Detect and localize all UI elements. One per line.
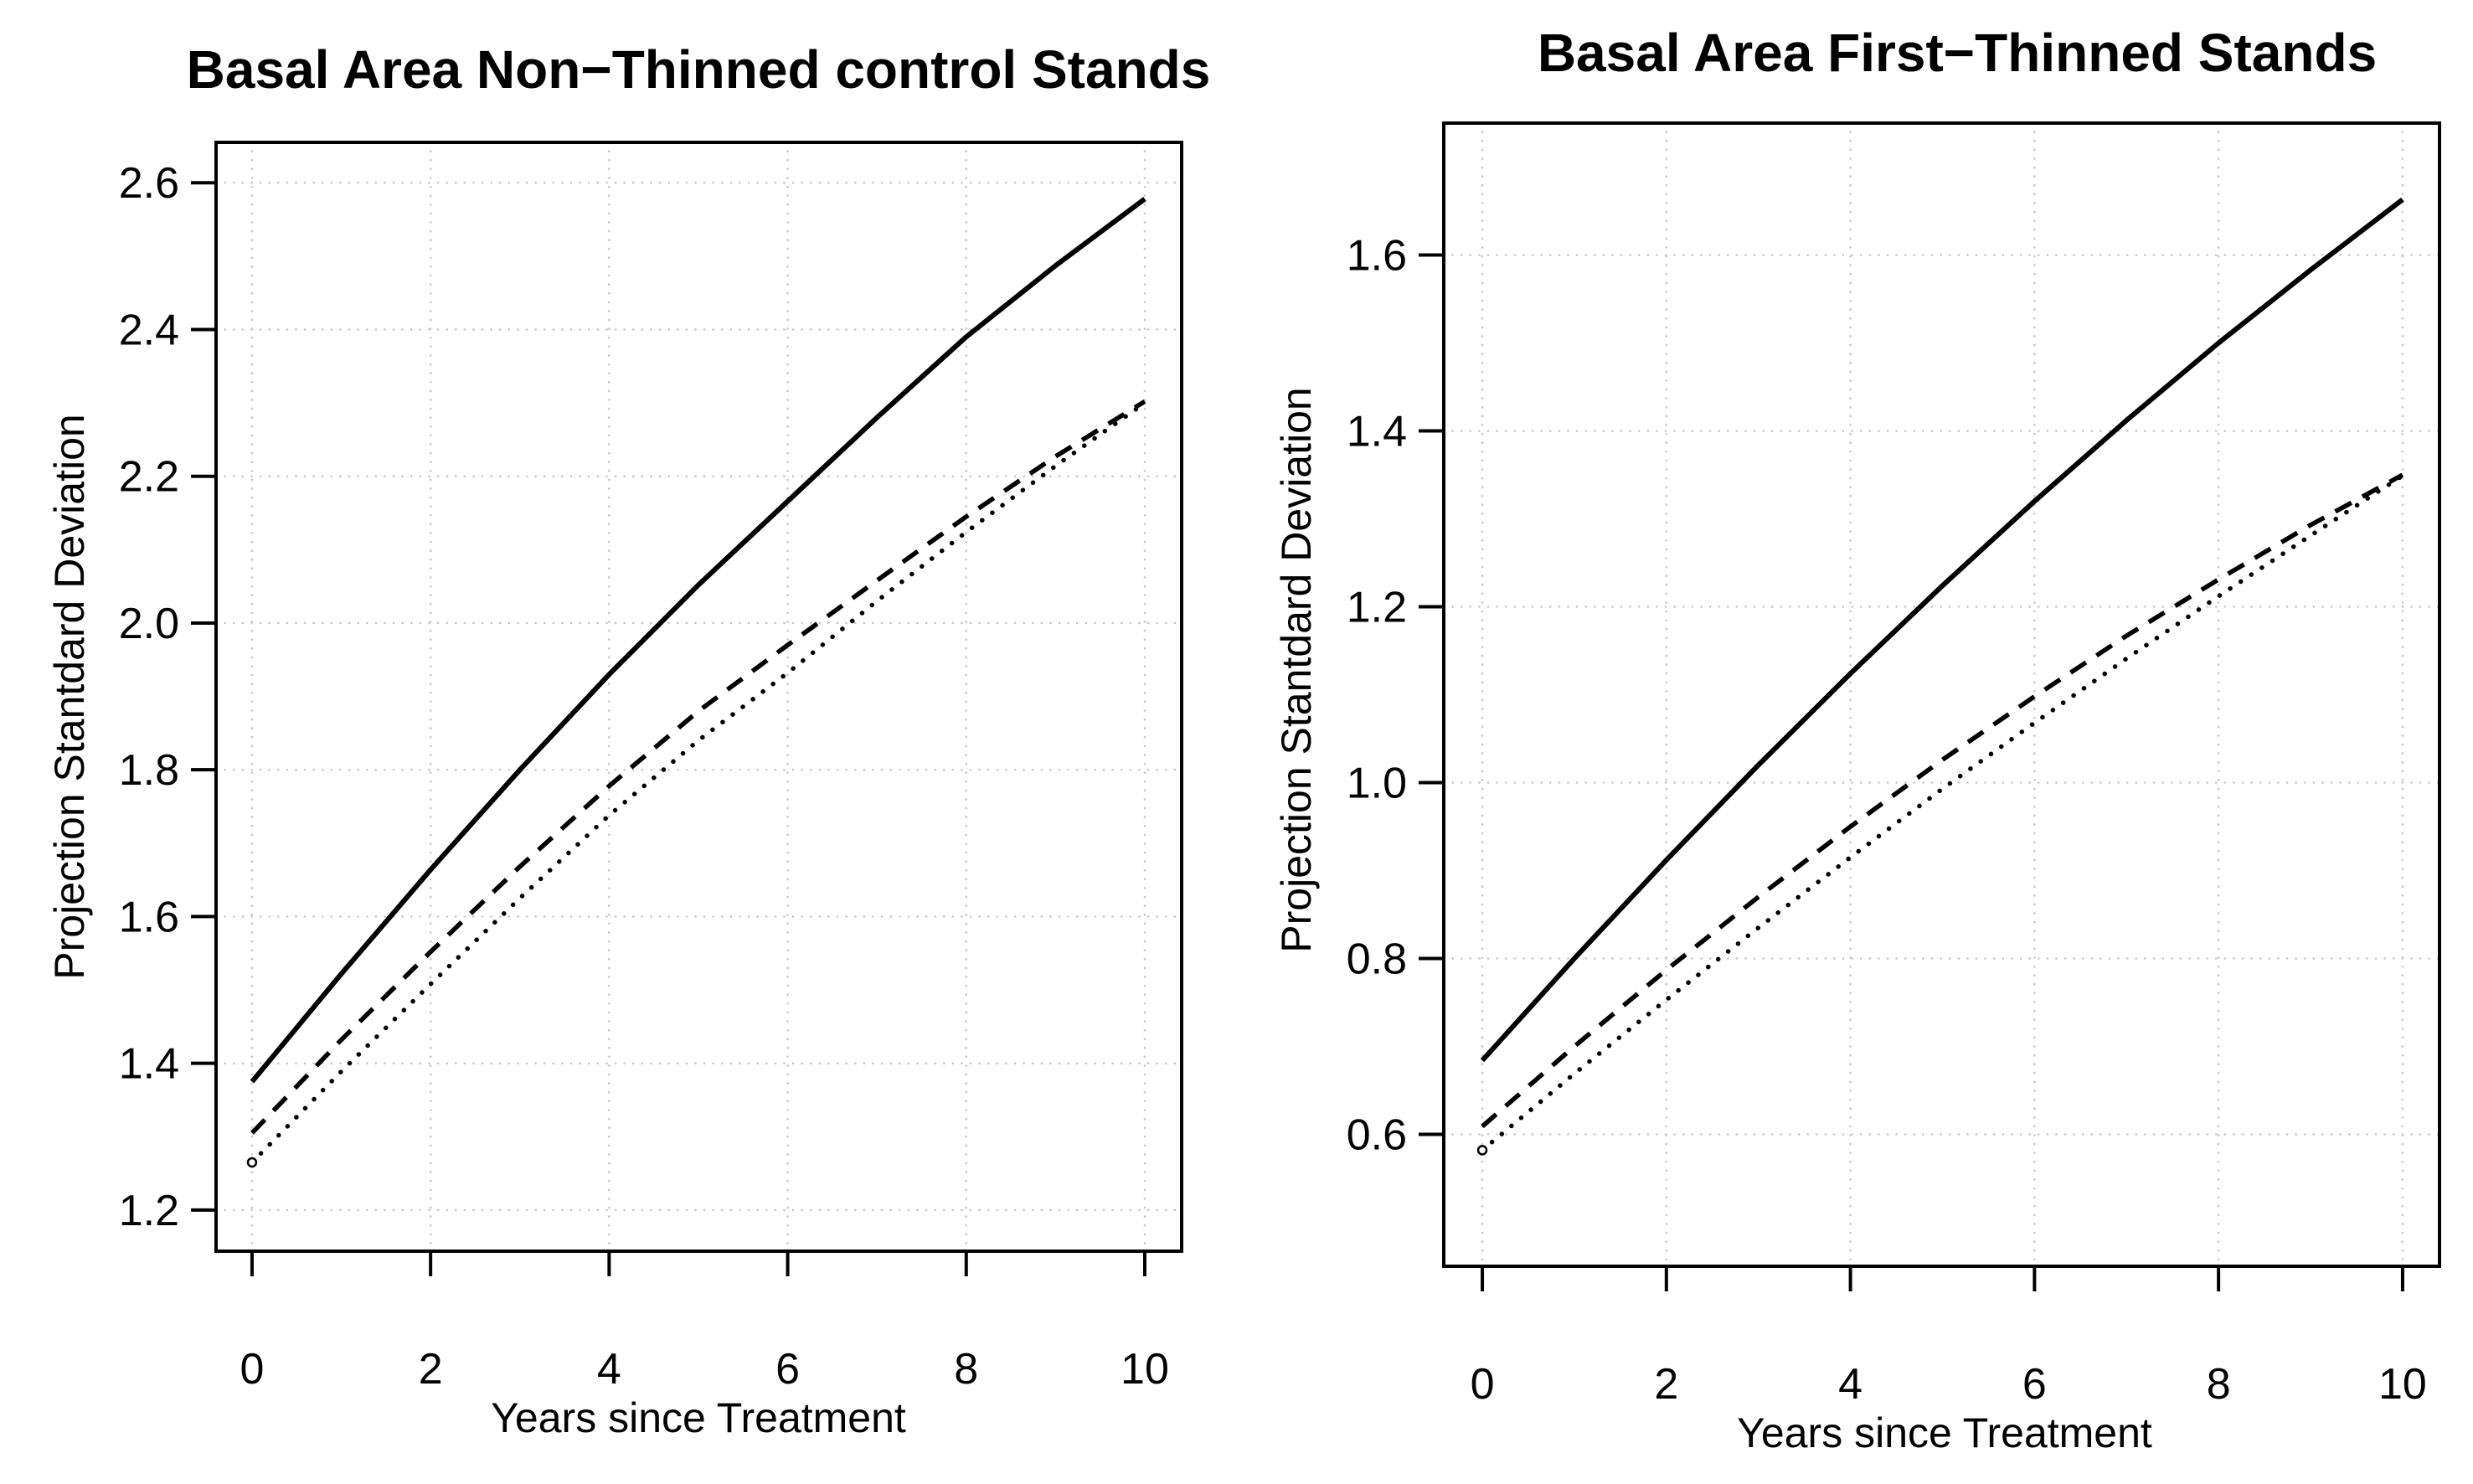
x-axis-tick-label: 6 [2022,1360,2047,1409]
y-axis-tick-label: 1.6 [119,893,179,941]
series-line-solid [1480,197,2404,1063]
x-axis-tick-label: 4 [1838,1360,1862,1409]
plot-box [214,141,1183,1253]
series-line-solid [250,197,1146,1084]
series-line-dashed [250,399,1146,1135]
panel-non-thinned-plot-area: 0 2 4 6 8 10 1.2 1.4 1.6 1.8 2.0 2.2 2.4 2.6 [119,141,1183,1394]
y-axis-tick-label: 1.6 [1347,232,1407,281]
x-axis-tick-label: 4 [597,1345,621,1394]
y-axis-tick-label: 2.2 [119,453,179,502]
x-axis-tick-label: 10 [1121,1345,1169,1394]
dotted-series-start-marker [1476,1145,1488,1156]
y-axis-tick-label: 0.6 [1347,1111,1407,1160]
y-axis-tick-label: 0.8 [1347,935,1407,984]
y-axis-tick-label: 1.2 [119,1187,179,1235]
y-axis-tick-label: 1.4 [119,1040,179,1089]
series-line-dotted [250,400,1147,1165]
x-axis-tick-label: 6 [775,1345,800,1394]
panel-first-thinned: Basal Area First−Thinned Stands Years si… [1273,23,2441,1456]
panel-first-thinned-xlabel: Years since Treatment [1737,1409,2152,1456]
x-axis-tick-label: 2 [1654,1360,1678,1409]
x-axis-tick-label: 8 [2207,1360,2231,1409]
panel-first-thinned-title: Basal Area First−Thinned Stands [1538,23,2377,83]
series-line-dashed [1481,472,2404,1129]
series-line-dotted [1480,473,2405,1153]
panel-non-thinned-title: Basal Area Non−Thinned control Stands [187,39,1211,100]
plot-box [1442,121,2441,1268]
y-axis-tick-label: 1.4 [1347,408,1407,456]
y-axis-tick-label: 2.6 [119,159,179,208]
y-axis-tick-label: 2.0 [119,600,179,648]
panel-non-thinned-xlabel: Years since Treatment [491,1394,906,1441]
x-axis-tick-label: 2 [419,1345,443,1394]
x-axis-tick-label: 0 [1471,1360,1495,1409]
x-axis-tick-label: 0 [240,1345,264,1394]
panel-non-thinned: Basal Area Non−Thinned control Stands Ye… [46,39,1210,1441]
panel-first-thinned-plot-area: 0 2 4 6 8 10 0.6 0.8 1.0 1.2 1.4 1.6 [1347,121,2441,1409]
x-axis-tick-label: 10 [2378,1360,2427,1409]
y-axis-tick-label: 2.4 [119,306,179,354]
panel-first-thinned-ylabel: Projection Stantdard Deviation [1273,387,1320,952]
y-axis-tick-label: 1.0 [1347,760,1407,808]
panel-non-thinned-ylabel: Projection Stantdard Deviation [46,414,93,979]
y-axis-tick-label: 1.8 [119,746,179,795]
y-axis-tick-label: 1.2 [1347,584,1407,632]
x-axis-tick-label: 8 [954,1345,978,1394]
dotted-series-start-marker [246,1157,258,1168]
